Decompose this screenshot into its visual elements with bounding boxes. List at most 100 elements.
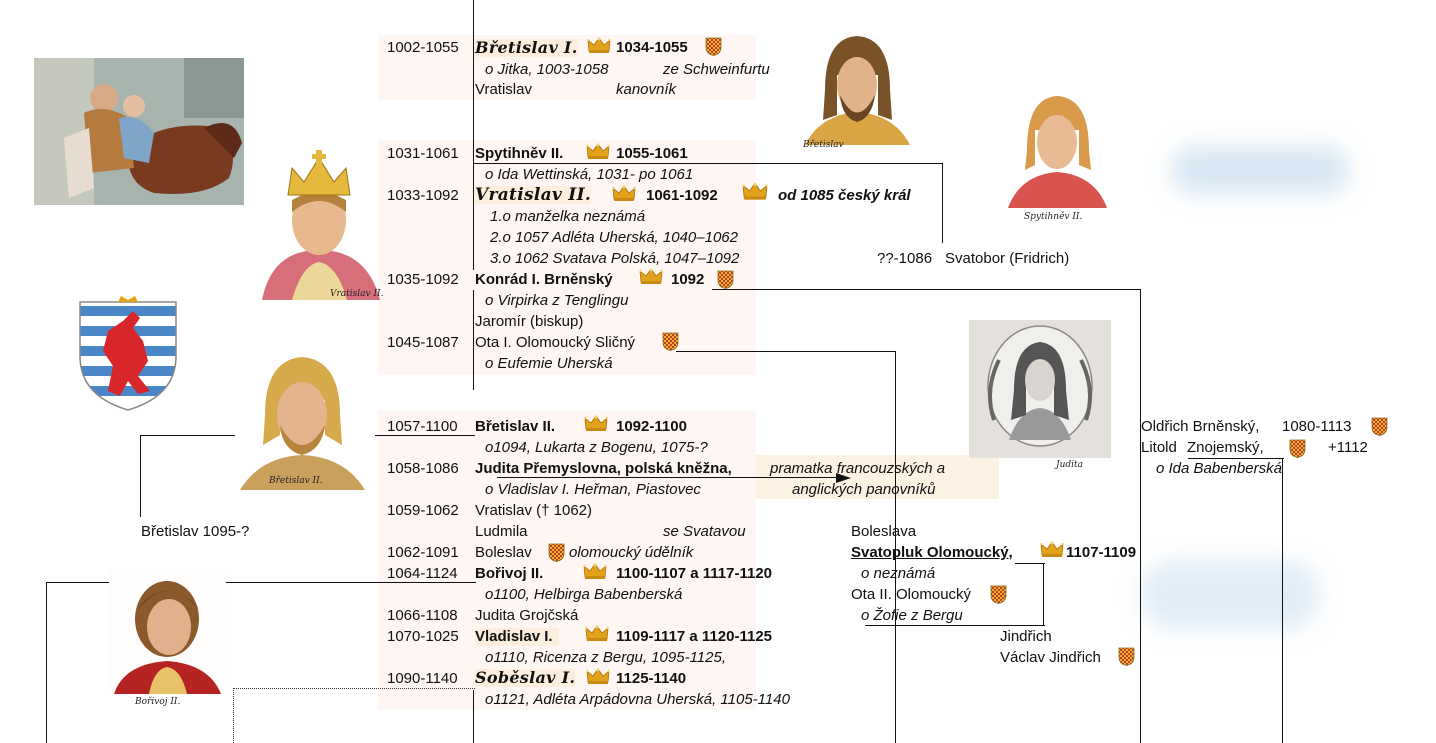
note-judita-2: anglických panovníků [792, 481, 936, 498]
spouse-ota2: o Žofie z Bergu [861, 607, 963, 624]
panel-sons [378, 140, 756, 375]
spouse-origin: ze Schweinfurtu [663, 61, 770, 78]
name-judita-g[interactable]: Judita Grojčská [475, 607, 579, 624]
name-boleslava[interactable]: Boleslava [851, 523, 917, 540]
luxembourg-lion-coat-of-arms [78, 296, 178, 412]
name-litold-znojemsky: Znojemský, [1187, 439, 1264, 456]
name-vratislav-kanovnik[interactable]: Vratislav [475, 81, 532, 98]
note-kanovnik: kanovník [616, 81, 677, 98]
name-litold[interactable]: Litold [1141, 439, 1177, 456]
connector-line [375, 435, 475, 436]
death-litold: +1112 [1328, 439, 1368, 456]
spouse-konrad: o Virpirka z Tenglingu [485, 292, 629, 309]
name-bretislav2[interactable]: Břetislav II. [475, 418, 556, 435]
years-vladislav1: 1070-1025 [387, 628, 459, 645]
years-judita-g: 1066-1108 [387, 607, 458, 624]
panel-grandchildren [378, 410, 756, 710]
portrait-caption: Spytihněv II. [1024, 212, 1083, 222]
moravian-eagle-shield-icon [717, 270, 734, 289]
name-oldrich[interactable]: Oldřich Brněnský, [1141, 418, 1260, 435]
name-svatobor[interactable]: Svatobor (Fridrich) [945, 250, 1070, 267]
name-spytihnev[interactable]: Spytihněv II. [475, 145, 564, 162]
years-ota1: 1045-1087 [387, 334, 459, 351]
crown-icon [1040, 541, 1064, 557]
bretislav1-portrait [800, 30, 915, 145]
years-spytihnev: 1031-1061 [387, 145, 459, 162]
years-oldrich: 1080-1113 [1282, 418, 1352, 435]
reign-konrad: 1092 [671, 271, 705, 288]
spouse-spytihnev: o Ida Wettinská, 1031- po 1061 [485, 166, 694, 183]
name-ota1[interactable]: Ota I. Olomoucký Sličný [475, 334, 636, 351]
name-sobeslav[interactable]: Soběslav I. [475, 668, 576, 687]
crown-icon [586, 668, 610, 684]
connector-line [473, 290, 474, 390]
years-svatobor: ??-1086 [877, 250, 933, 267]
judita-portrait [969, 320, 1111, 458]
name-jaromir[interactable]: Jaromír (biskup) [475, 313, 584, 330]
name-vratislav2[interactable]: Vratislav II. [475, 185, 592, 205]
reign-bretislav2: 1092-1100 [616, 418, 687, 435]
moravian-eagle-shield-icon [990, 585, 1007, 604]
years-boleslav: 1062-1091 [387, 544, 459, 561]
spouse-litold: o Ida Babenberská [1156, 460, 1282, 477]
name-vratislav-d[interactable]: Vratislav († 1062) [475, 502, 592, 519]
spouse-bretislav1: o Jitka, 1003-1058 [485, 61, 609, 78]
name-vladislav1[interactable]: Vladislav I. [475, 628, 559, 646]
crown-icon [586, 143, 610, 159]
connector-line [865, 625, 1045, 626]
connector-line [1188, 458, 1284, 459]
connector-line [1043, 563, 1044, 625]
years-vratislav-d: 1059-1062 [387, 502, 459, 519]
connector-line [473, 163, 943, 164]
spouse-bretislav2: o1094, Lukarta z Bogenu, 1075-? [485, 439, 708, 456]
spouse-vratislav2-2: 2.o 1057 Adléta Uherská, 1040–1062 [490, 229, 738, 246]
connector-line [1282, 458, 1283, 743]
connector-line [46, 582, 47, 743]
spouse-vladislav1: o1110, Ricenza z Bergu, 1095-1125, [485, 649, 726, 666]
spouse-judita: o Vladislav I. Heřman, Piastovec [485, 481, 701, 498]
reign-sobeslav: 1125-1140 [616, 670, 687, 687]
spouse-borivoj: o1100, Helbirga Babenberská [485, 586, 683, 603]
moravian-eagle-shield-icon [1371, 417, 1388, 436]
name-ota2[interactable]: Ota II. Olomoucký [851, 586, 972, 603]
years-judita: 1058-1086 [387, 460, 459, 477]
spouse-ota1: o Eufemie Uherská [485, 355, 613, 372]
name-jindrich[interactable]: Jindřich [1000, 628, 1052, 645]
connector-line [46, 582, 476, 583]
crown-icon [585, 625, 609, 641]
name-judita[interactable]: Judita Přemyslovna, polská kněžna, [475, 460, 732, 477]
name-boleslav[interactable]: Boleslav [475, 544, 532, 561]
portrait-caption: Břetislav [803, 140, 844, 150]
years-bretislav2: 1057-1100 [387, 418, 458, 435]
name-bretislav-young[interactable]: Břetislav 1095-? [141, 523, 250, 540]
bretislav2-portrait [230, 345, 375, 490]
connector-line [712, 289, 1140, 290]
connector-line [140, 435, 141, 517]
vratislav2-portrait [252, 150, 387, 300]
spouse-svatopluk: o neznámá [861, 565, 936, 582]
years-bretislav1: 1002-1055 [387, 39, 459, 56]
note-judita-1: pramatka francouzských a [770, 460, 946, 477]
years-vratislav2: 1033-1092 [387, 187, 459, 204]
connector-line [1015, 563, 1045, 564]
connector-line [473, 690, 474, 743]
reign-borivoj: 1100-1107 a 1117-1120 [616, 565, 773, 582]
name-borivoj[interactable]: Bořivoj II. [475, 565, 544, 582]
name-vaclav-jindrich[interactable]: Václav Jindřich [1000, 649, 1101, 666]
note-king: od 1085 český král [778, 187, 911, 204]
connector-line [895, 351, 896, 743]
name-svatopluk[interactable]: Svatopluk Olomoucký, [851, 544, 1013, 561]
name-konrad[interactable]: Konrád I. Brněnský [475, 271, 613, 288]
note-boleslav: olomoucký údělník [569, 544, 694, 561]
background-blur [1170, 145, 1350, 195]
connector-line [1140, 289, 1141, 743]
moravian-eagle-shield-icon [705, 37, 722, 56]
moravian-eagle-shield-icon [1289, 439, 1306, 458]
reign-bretislav1: 1034-1055 [616, 39, 688, 56]
portrait-caption: Judita [1056, 460, 1084, 470]
name-bretislav1[interactable]: Břetislav I. [475, 38, 578, 57]
name-ludmila[interactable]: Ludmila [475, 523, 528, 540]
connector-line [942, 163, 943, 243]
reign-svatopluk: 1107-1109 [1066, 544, 1137, 561]
reign-vratislav2: 1061-1092 [646, 187, 718, 204]
